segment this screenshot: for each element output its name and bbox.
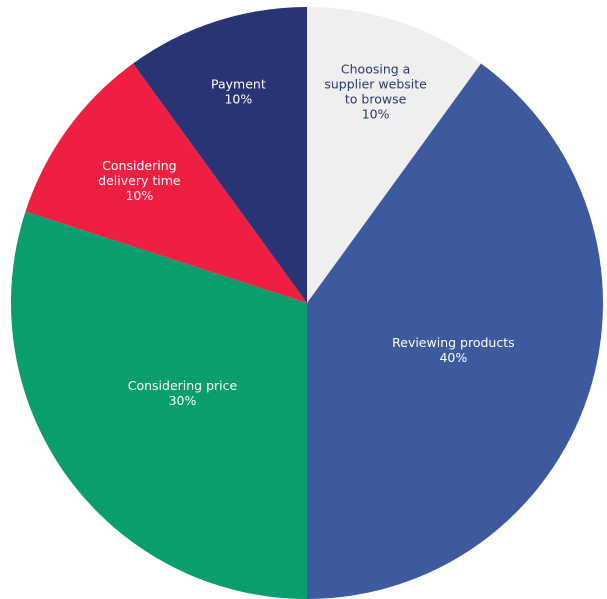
slice-value-0: 10%	[362, 106, 390, 121]
slice-value-1: 40%	[439, 350, 467, 365]
slice-value-4: 10%	[224, 91, 252, 106]
slice-label-3: Considering delivery time 10%	[98, 158, 181, 203]
slice-label-0: Choosing a supplier website to browse 10%	[324, 61, 427, 121]
pie-slice-0	[307, 7, 481, 303]
pie-slice-2	[10, 211, 308, 599]
slice-label-4: Payment 10%	[211, 76, 266, 106]
slice-label-line-3-0: Considering	[102, 158, 176, 173]
slice-label-line-0-2: to browse	[345, 91, 407, 106]
pie-slice-4	[133, 7, 307, 303]
slice-label-line-0-0: Choosing a	[341, 61, 410, 76]
slice-value-2: 30%	[169, 393, 197, 408]
pie-slice-1	[307, 63, 603, 599]
slice-label-line-4-0: Payment	[211, 76, 266, 91]
slice-label-1: Reviewing products 40%	[392, 335, 515, 365]
slice-label-line-1-0: Reviewing products	[392, 335, 515, 350]
slice-label-line-3-1: delivery time	[98, 173, 181, 188]
slice-label-2: Considering price 30%	[128, 378, 238, 408]
slice-label-line-0-1: supplier website	[324, 76, 427, 91]
pie-slice-3	[25, 63, 307, 303]
slice-label-line-2-0: Considering price	[128, 378, 238, 393]
slice-value-3: 10%	[125, 188, 153, 203]
